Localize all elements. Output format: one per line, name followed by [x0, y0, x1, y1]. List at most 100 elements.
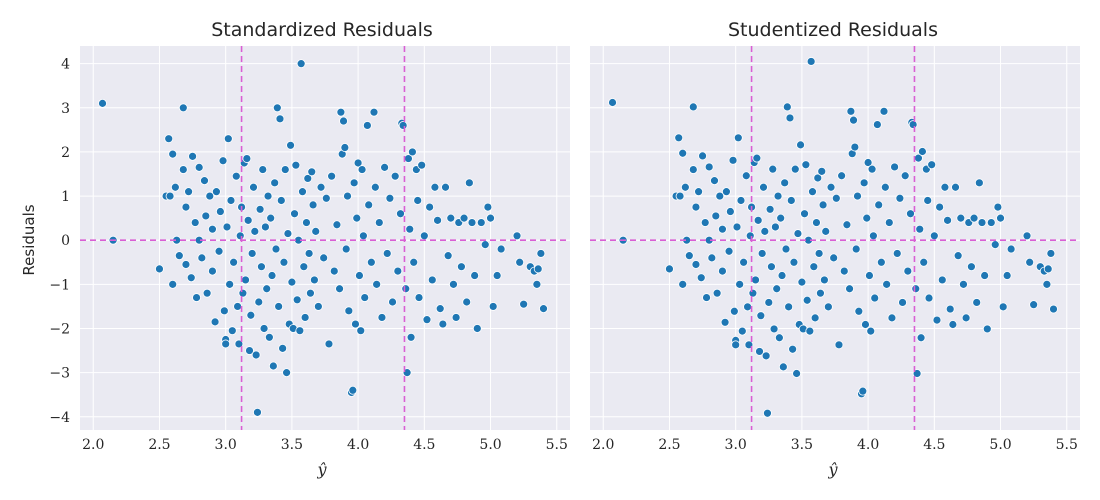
data-point: [923, 196, 933, 205]
data-point: [194, 162, 204, 172]
data-point: [536, 249, 546, 258]
data-point: [935, 202, 945, 212]
data-point: [441, 182, 450, 192]
data-point: [737, 326, 747, 336]
data-point: [911, 284, 921, 294]
data-point: [720, 317, 730, 327]
data-point: [263, 191, 273, 201]
data-point: [906, 209, 915, 219]
data-point: [903, 266, 913, 276]
data-point: [336, 107, 346, 117]
data-point: [300, 313, 310, 322]
data-point: [227, 326, 237, 336]
data-point: [862, 213, 872, 223]
y-tick-label: 3: [61, 101, 70, 117]
data-point: [290, 209, 299, 219]
data-point: [233, 302, 242, 311]
data-point: [974, 178, 984, 188]
data-point: [688, 102, 698, 112]
data-point: [366, 257, 376, 267]
data-point: [274, 302, 284, 311]
data-point: [385, 193, 395, 203]
standardized-residuals-title: Standardized Residuals: [211, 19, 433, 41]
data-point: [422, 315, 432, 325]
data-point: [515, 257, 525, 267]
data-point: [751, 275, 760, 285]
data-point: [778, 362, 788, 372]
data-point: [241, 275, 250, 285]
data-point: [352, 213, 362, 223]
data-point: [916, 333, 926, 343]
data-point: [492, 271, 502, 280]
data-point: [732, 222, 742, 232]
data-point: [823, 302, 833, 312]
data-point: [915, 224, 925, 234]
data-point: [280, 165, 290, 174]
data-point: [688, 165, 698, 174]
data-point: [977, 218, 987, 227]
data-point: [887, 313, 897, 323]
data-point: [769, 324, 779, 334]
plot-area-background: [80, 46, 570, 430]
data-point: [809, 262, 819, 272]
x-tick-label: 5.0: [479, 437, 501, 453]
data-point: [845, 284, 854, 294]
data-point: [882, 279, 892, 289]
data-point: [853, 191, 862, 201]
data-point: [374, 218, 384, 227]
data-point: [174, 251, 184, 261]
data-point: [396, 209, 405, 219]
data-point: [259, 324, 269, 333]
data-point: [306, 288, 315, 298]
data-point: [712, 288, 722, 298]
data-point: [310, 275, 319, 285]
data-point: [710, 176, 719, 186]
data-point: [304, 249, 314, 258]
data-point: [287, 277, 297, 287]
data-point: [982, 324, 992, 334]
data-point: [725, 207, 735, 216]
data-point: [675, 191, 685, 201]
x-tick-label: 3.0: [725, 437, 747, 453]
data-point: [872, 120, 882, 129]
data-point: [222, 222, 232, 232]
data-point: [356, 326, 366, 336]
data-point: [834, 340, 844, 350]
data-point: [805, 326, 815, 336]
data-point: [302, 218, 311, 227]
data-point: [462, 297, 472, 307]
data-point: [390, 171, 400, 181]
data-point: [937, 275, 947, 285]
data-point: [476, 218, 486, 227]
data-point: [413, 196, 423, 205]
data-point: [219, 306, 229, 316]
data-point: [816, 288, 825, 298]
data-point: [181, 260, 191, 269]
data-point: [748, 288, 758, 298]
data-point: [739, 257, 749, 267]
data-point: [388, 297, 397, 307]
y-tick-label: 2: [61, 145, 70, 161]
data-point: [261, 222, 270, 232]
data-point: [406, 332, 416, 342]
data-point: [382, 249, 392, 258]
data-point: [859, 178, 869, 188]
data-point: [943, 215, 952, 225]
data-point: [993, 202, 1003, 212]
studentized-residuals-panel: Studentized Residuals ŷ 2.0 2.5 3.0 3.5 4.0 4…: [590, 19, 1080, 479]
data-point: [786, 196, 796, 205]
data-point: [446, 213, 456, 223]
data-point: [711, 211, 721, 221]
data-point: [1046, 249, 1056, 258]
data-point: [817, 166, 827, 176]
data-point: [980, 271, 990, 280]
data-point: [680, 182, 690, 192]
data-point: [806, 57, 816, 66]
data-point: [457, 262, 466, 272]
data-point: [316, 182, 326, 192]
data-point: [262, 284, 272, 294]
data-point: [357, 165, 367, 174]
data-point: [242, 154, 252, 163]
data-point: [684, 251, 694, 261]
data-point: [443, 251, 453, 261]
